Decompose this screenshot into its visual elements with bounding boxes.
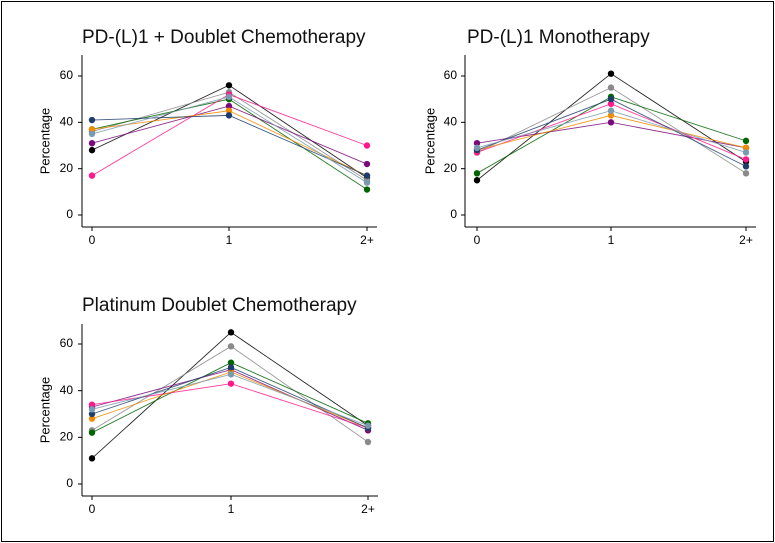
series-line — [91, 331, 369, 459]
data-point — [473, 139, 481, 147]
panel-title: Platinum Doublet Chemotherapy — [82, 295, 357, 316]
data-point — [88, 415, 96, 422]
x-tick-label: 1 — [228, 502, 235, 516]
data-point — [364, 422, 372, 429]
y-axis-label: Percentage — [37, 377, 52, 444]
panel-3: Platinum Doublet Chemotherapy 0 20 40 60 0 1 2+… — [37, 295, 378, 516]
panel-1: PD-(L)1 + Doublet Chemotherapy 0 20 40 60 0 1 2… — [37, 27, 377, 247]
x-tick-label: 2+ — [739, 233, 753, 247]
data-point — [88, 172, 96, 179]
data-point — [473, 144, 481, 152]
x-tick-label: 1 — [226, 233, 233, 247]
y-tick-label: 60 — [60, 68, 74, 82]
data-point — [742, 149, 750, 156]
y-tick-label: 0 — [450, 207, 457, 221]
data-point — [742, 137, 750, 145]
panel-title: PD-(L)1 + Doublet Chemotherapy — [82, 27, 366, 48]
data-point — [88, 116, 96, 124]
data-point — [607, 95, 615, 103]
panel-2: PD-(L)1 Monotherapy 0 20 40 60 0 1 2+ Percentage — [422, 27, 756, 247]
data-point — [88, 139, 96, 147]
data-point — [473, 177, 481, 184]
data-point — [227, 359, 235, 366]
x-tick-label: 0 — [89, 233, 96, 247]
x-tick-label: 0 — [474, 233, 481, 247]
x-tick-label: 2+ — [360, 233, 374, 247]
data-point — [88, 146, 96, 154]
y-tick-label: 40 — [60, 383, 74, 397]
x-tick-label: 1 — [608, 233, 615, 247]
data-point — [88, 401, 96, 408]
data-point — [473, 170, 481, 177]
data-point — [227, 371, 235, 378]
y-tick-label: 40 — [60, 115, 74, 129]
data-point — [607, 107, 615, 114]
data-point — [607, 119, 615, 126]
data-point — [363, 179, 371, 186]
x-tick-label: 0 — [89, 502, 96, 516]
data-point — [88, 410, 96, 418]
y-tick-label: 0 — [66, 207, 73, 221]
data-point — [225, 82, 233, 89]
data-point — [225, 112, 233, 119]
y-tick-label: 0 — [66, 476, 73, 490]
data-point — [227, 343, 235, 350]
y-tick-label: 60 — [60, 336, 74, 350]
data-point — [742, 156, 750, 163]
y-tick-label: 60 — [444, 68, 458, 82]
data-point — [363, 186, 371, 193]
data-point — [363, 160, 371, 168]
data-point — [227, 380, 235, 387]
data-point — [607, 112, 615, 119]
data-point — [88, 126, 96, 133]
y-tick-label: 40 — [444, 115, 458, 129]
data-point — [227, 329, 235, 336]
data-point — [363, 142, 371, 149]
data-point — [88, 406, 96, 413]
data-point — [225, 93, 233, 101]
y-tick-label: 20 — [60, 161, 74, 175]
data-point — [363, 172, 371, 179]
data-point — [742, 163, 750, 170]
data-point — [607, 70, 615, 77]
data-point — [225, 107, 233, 114]
panel-title: PD-(L)1 Monotherapy — [467, 27, 650, 48]
data-point — [227, 364, 235, 371]
data-point — [88, 455, 96, 462]
y-axis-label: Percentage — [37, 108, 52, 175]
data-point — [88, 429, 96, 436]
data-point — [607, 100, 615, 108]
x-tick-label: 2+ — [361, 502, 375, 516]
y-axis-label: Percentage — [422, 108, 437, 175]
series-line — [91, 114, 368, 177]
data-point — [607, 84, 615, 91]
data-point — [88, 130, 96, 138]
y-tick-label: 20 — [60, 430, 74, 444]
data-point — [225, 102, 233, 110]
data-point — [742, 170, 750, 177]
data-point — [742, 144, 750, 152]
data-point — [364, 438, 372, 446]
y-tick-label: 20 — [444, 161, 458, 175]
